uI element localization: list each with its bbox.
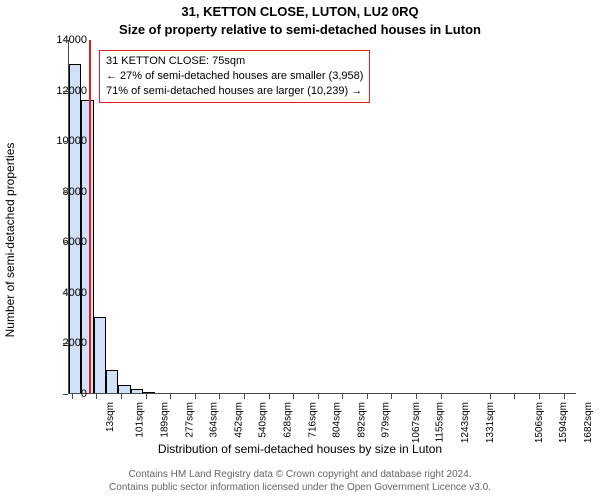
x-tick-mark [195, 394, 196, 399]
x-tick-mark [391, 394, 392, 399]
footer: Contains HM Land Registry data © Crown c… [0, 468, 600, 494]
x-tick-mark [121, 394, 122, 399]
y-tick-mark [63, 91, 68, 92]
x-tick-label: 892sqm [356, 402, 367, 438]
x-tick-mark [342, 394, 343, 399]
x-tick-label: 1331sqm [485, 402, 496, 443]
x-tick-mark [539, 394, 540, 399]
y-tick-mark [63, 343, 68, 344]
histogram-bar [106, 370, 118, 393]
x-axis-label: Distribution of semi-detached houses by … [0, 442, 600, 456]
x-tick-label: 540sqm [258, 402, 269, 438]
footer-line-2: Contains public sector information licen… [0, 481, 600, 494]
x-tick-label: 1594sqm [559, 402, 570, 443]
x-tick-label: 716sqm [307, 402, 318, 438]
footer-line-1: Contains HM Land Registry data © Crown c… [0, 468, 600, 481]
x-tick-mark [72, 394, 73, 399]
y-tick-label: 0 [81, 388, 87, 400]
annotation-line-3: 71% of semi-detached houses are larger (… [106, 84, 363, 99]
plot-area: 31 KETTON CLOSE: 75sqm ← 27% of semi-det… [68, 40, 576, 394]
x-tick-mark [146, 394, 147, 399]
y-tick-mark [63, 394, 68, 395]
x-tick-label: 1682sqm [583, 402, 594, 443]
x-tick-label: 189sqm [160, 402, 171, 438]
x-tick-label: 101sqm [135, 402, 146, 438]
y-tick-mark [63, 40, 68, 41]
x-tick-label: 452sqm [233, 402, 244, 438]
x-tick-mark [367, 394, 368, 399]
x-tick-label: 277sqm [184, 402, 195, 438]
x-tick-label: 1155sqm [435, 402, 446, 442]
title-line-1: 31, KETTON CLOSE, LUTON, LU2 0RQ [0, 4, 600, 19]
histogram-bar [94, 317, 106, 393]
y-tick-mark [63, 141, 68, 142]
x-tick-mark [170, 394, 171, 399]
chart-container: 31, KETTON CLOSE, LUTON, LU2 0RQ Size of… [0, 0, 600, 500]
x-tick-mark [441, 394, 442, 399]
title-line-2: Size of property relative to semi-detach… [0, 22, 600, 37]
x-tick-mark [244, 394, 245, 399]
histogram-bar [118, 385, 130, 393]
y-tick-label: 12000 [56, 85, 87, 97]
x-tick-label: 628sqm [282, 402, 293, 438]
x-tick-mark [490, 394, 491, 399]
x-tick-mark [318, 394, 319, 399]
y-tick-mark [63, 192, 68, 193]
annotation-line-2: ← 27% of semi-detached houses are smalle… [106, 69, 363, 84]
x-tick-label: 1067sqm [411, 402, 422, 443]
x-tick-mark [416, 394, 417, 399]
x-tick-label: 364sqm [209, 402, 220, 438]
x-tick-label: 804sqm [332, 402, 343, 438]
x-tick-mark [514, 394, 515, 399]
x-tick-label: 1506sqm [534, 402, 545, 443]
annotation-line-1: 31 KETTON CLOSE: 75sqm [106, 54, 363, 69]
x-tick-mark [564, 394, 565, 399]
y-tick-label: 10000 [56, 135, 87, 147]
y-tick-label: 14000 [56, 34, 87, 46]
y-axis-label: Number of semi-detached properties [3, 143, 17, 338]
x-tick-mark [96, 394, 97, 399]
reference-line [89, 40, 91, 393]
x-tick-label: 1243sqm [460, 402, 471, 443]
histogram-bar [131, 389, 143, 393]
x-tick-label: 979sqm [381, 402, 392, 438]
annotation-box: 31 KETTON CLOSE: 75sqm ← 27% of semi-det… [99, 50, 370, 103]
x-tick-mark [269, 394, 270, 399]
y-tick-mark [63, 242, 68, 243]
histogram-bar [143, 392, 155, 393]
y-tick-mark [63, 293, 68, 294]
x-tick-label: 13sqm [105, 402, 116, 432]
x-tick-mark [293, 394, 294, 399]
x-tick-mark [219, 394, 220, 399]
